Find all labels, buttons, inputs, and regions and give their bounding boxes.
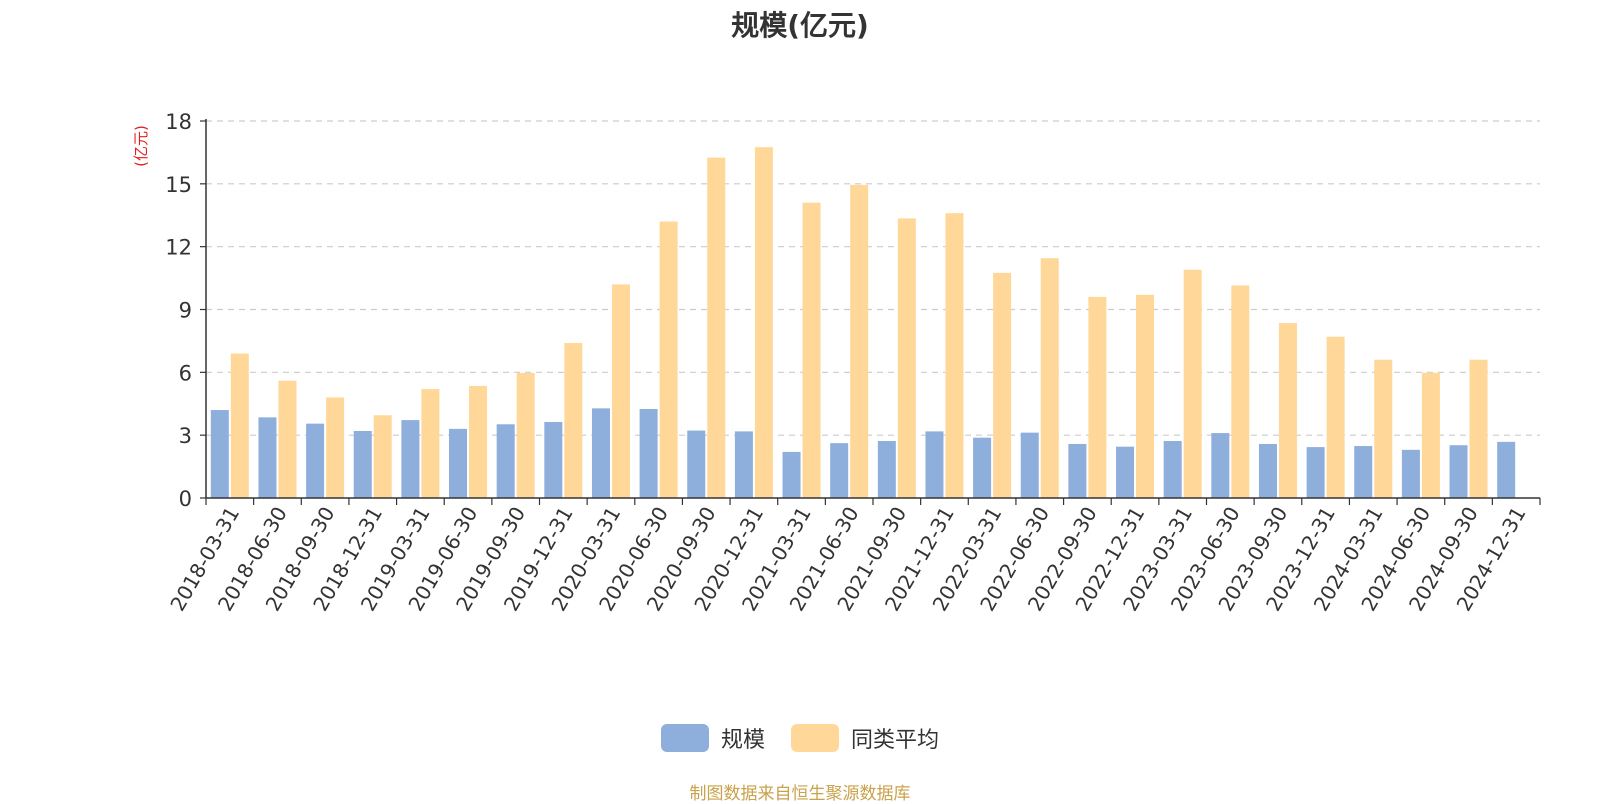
legend-item-peer-average[interactable]: 同类平均 bbox=[791, 722, 939, 754]
bar-scale[interactable] bbox=[734, 431, 753, 498]
bar-peer-average[interactable] bbox=[1469, 359, 1488, 498]
bars bbox=[210, 147, 1516, 499]
bar-peer-average[interactable] bbox=[1278, 323, 1297, 498]
bar-scale[interactable] bbox=[353, 430, 372, 498]
bar-scale[interactable] bbox=[1020, 432, 1039, 498]
y-tick-label: 6 bbox=[179, 361, 192, 385]
chart-title: 规模(亿元) bbox=[731, 9, 869, 42]
bar-scale[interactable] bbox=[401, 420, 420, 498]
y-tick-label: 15 bbox=[165, 173, 192, 197]
bar-scale[interactable] bbox=[639, 408, 658, 498]
bar-peer-average[interactable] bbox=[421, 389, 440, 498]
bar-peer-average[interactable] bbox=[945, 213, 964, 498]
y-tick-label: 3 bbox=[179, 424, 192, 448]
bar-peer-average[interactable] bbox=[802, 202, 821, 498]
bar-scale[interactable] bbox=[687, 430, 706, 498]
bar-scale[interactable] bbox=[1116, 446, 1135, 498]
y-tick-label: 0 bbox=[179, 487, 192, 511]
y-tick-label: 12 bbox=[165, 236, 192, 260]
bar-peer-average[interactable] bbox=[1040, 258, 1059, 498]
bar-scale[interactable] bbox=[544, 421, 563, 498]
bar-scale[interactable] bbox=[210, 410, 229, 498]
bar-peer-average[interactable] bbox=[659, 221, 678, 499]
y-tick-label: 9 bbox=[179, 299, 192, 323]
y-tick-label: 18 bbox=[165, 110, 192, 134]
legend-item-scale[interactable]: 规模 bbox=[660, 722, 765, 754]
bar-scale[interactable] bbox=[258, 417, 277, 498]
bar-scale[interactable] bbox=[1211, 433, 1230, 498]
bar-scale[interactable] bbox=[306, 423, 325, 498]
bar-scale[interactable] bbox=[1306, 447, 1325, 498]
bar-peer-average[interactable] bbox=[1183, 269, 1202, 498]
bar-scale[interactable] bbox=[1068, 443, 1087, 498]
bar-scale[interactable] bbox=[1497, 441, 1516, 498]
bar-peer-average[interactable] bbox=[230, 353, 249, 498]
bar-scale[interactable] bbox=[449, 428, 468, 498]
data-source-note: 制图数据来自恒生聚源数据库 bbox=[689, 784, 911, 804]
bar-scale[interactable] bbox=[1354, 446, 1373, 498]
bar-scale[interactable] bbox=[973, 437, 992, 498]
bar-peer-average[interactable] bbox=[1088, 296, 1107, 498]
legend-swatch-scale bbox=[660, 724, 709, 752]
legend-label-scale: 规模 bbox=[720, 728, 765, 753]
bar-peer-average[interactable] bbox=[611, 284, 630, 498]
bar-scale[interactable] bbox=[877, 441, 896, 498]
bar-peer-average[interactable] bbox=[1136, 294, 1155, 498]
bar-scale[interactable] bbox=[1449, 445, 1468, 498]
bar-peer-average[interactable] bbox=[326, 397, 345, 498]
bar-peer-average[interactable] bbox=[1374, 359, 1393, 498]
bar-peer-average[interactable] bbox=[897, 218, 916, 498]
legend: 规模 同类平均 bbox=[0, 722, 1600, 754]
legend-swatch-peer-average bbox=[791, 724, 839, 752]
axes bbox=[200, 119, 1541, 505]
bar-scale[interactable] bbox=[591, 408, 610, 498]
y-tick-labels: 0 3 6 9 12 15 18 bbox=[165, 110, 192, 511]
y-axis-label: (亿元) bbox=[132, 125, 150, 167]
bar-scale[interactable] bbox=[1258, 443, 1277, 498]
bar-peer-average[interactable] bbox=[754, 147, 773, 499]
bar-scale[interactable] bbox=[1163, 441, 1182, 498]
bar-scale[interactable] bbox=[830, 443, 849, 498]
bar-peer-average[interactable] bbox=[278, 380, 297, 498]
bar-peer-average[interactable] bbox=[516, 372, 535, 498]
bar-peer-average[interactable] bbox=[993, 272, 1012, 498]
bar-peer-average[interactable] bbox=[373, 415, 392, 498]
bar-peer-average[interactable] bbox=[564, 343, 583, 498]
bar-peer-average[interactable] bbox=[1231, 285, 1250, 498]
bar-scale[interactable] bbox=[782, 451, 801, 498]
bar-peer-average[interactable] bbox=[707, 157, 726, 498]
legend-label-peer-average: 同类平均 bbox=[851, 728, 940, 753]
bar-peer-average[interactable] bbox=[850, 184, 869, 498]
bar-scale[interactable] bbox=[1401, 449, 1420, 498]
bar-peer-average[interactable] bbox=[1326, 336, 1345, 498]
bar-scale[interactable] bbox=[496, 424, 515, 498]
x-tick-labels: 2018-03-312018-06-302018-09-302018-12-31… bbox=[165, 503, 1530, 616]
bar-peer-average[interactable] bbox=[1421, 372, 1440, 498]
bar-scale[interactable] bbox=[925, 431, 944, 498]
bar-peer-average[interactable] bbox=[469, 385, 488, 498]
